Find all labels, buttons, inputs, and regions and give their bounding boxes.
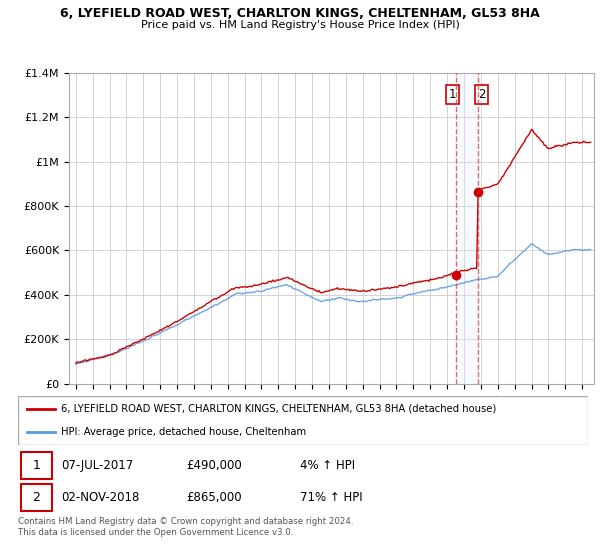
Bar — [456, 73, 478, 384]
Text: 71% ↑ HPI: 71% ↑ HPI — [300, 491, 363, 504]
Text: 02-NOV-2018: 02-NOV-2018 — [61, 491, 139, 504]
Text: 2: 2 — [478, 88, 485, 101]
FancyBboxPatch shape — [21, 484, 52, 511]
Text: 6, LYEFIELD ROAD WEST, CHARLTON KINGS, CHELTENHAM, GL53 8HA (detached house): 6, LYEFIELD ROAD WEST, CHARLTON KINGS, C… — [61, 404, 496, 414]
Text: 07-JUL-2017: 07-JUL-2017 — [61, 459, 133, 472]
Text: £865,000: £865,000 — [186, 491, 242, 504]
Text: £490,000: £490,000 — [186, 459, 242, 472]
Text: Price paid vs. HM Land Registry's House Price Index (HPI): Price paid vs. HM Land Registry's House … — [140, 20, 460, 30]
Text: 2: 2 — [32, 491, 40, 504]
FancyBboxPatch shape — [21, 452, 52, 479]
Text: 6, LYEFIELD ROAD WEST, CHARLTON KINGS, CHELTENHAM, GL53 8HA: 6, LYEFIELD ROAD WEST, CHARLTON KINGS, C… — [60, 7, 540, 20]
Text: 4% ↑ HPI: 4% ↑ HPI — [300, 459, 355, 472]
Text: HPI: Average price, detached house, Cheltenham: HPI: Average price, detached house, Chel… — [61, 427, 306, 437]
FancyBboxPatch shape — [18, 396, 588, 445]
Text: 1: 1 — [32, 459, 40, 472]
Text: 1: 1 — [449, 88, 456, 101]
Text: Contains HM Land Registry data © Crown copyright and database right 2024.
This d: Contains HM Land Registry data © Crown c… — [18, 517, 353, 537]
